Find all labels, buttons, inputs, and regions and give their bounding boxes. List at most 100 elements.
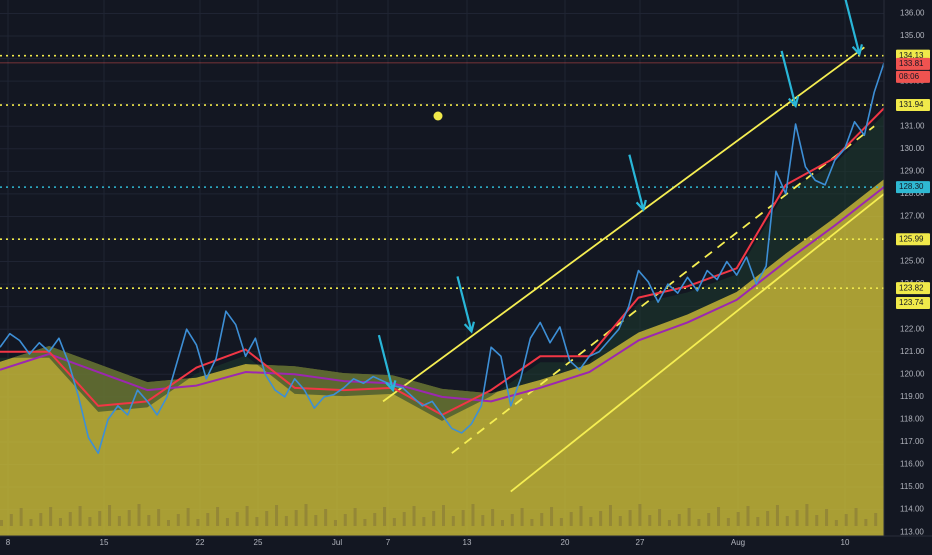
volume-bar [147, 515, 151, 526]
volume-bar [667, 520, 671, 526]
ema-slow-line [0, 186, 885, 403]
volume-bar [442, 505, 445, 526]
x-tick-label: Aug [731, 538, 745, 547]
volume-bar [471, 504, 475, 526]
volume-bar [756, 517, 760, 526]
volume-bar [383, 507, 387, 526]
volume-bar [245, 506, 249, 526]
y-tick-label: 121.00 [900, 347, 925, 356]
annotation-arrow-head [635, 199, 647, 212]
volume-bar [815, 515, 819, 526]
level-tag: 125.99 [899, 234, 924, 243]
volume-bar [775, 505, 779, 526]
cyan-level-tag: 128.30 [899, 182, 924, 191]
x-tick-label: Jul [332, 538, 342, 547]
volume-bar [451, 516, 455, 526]
annotation-arrow[interactable] [844, 0, 861, 55]
volume-bar [68, 512, 72, 526]
level-tag-box [896, 282, 930, 295]
volume-bar [520, 508, 524, 526]
volume-bar [658, 509, 662, 526]
extra-level-tag-box [896, 296, 930, 309]
volume-bar [510, 514, 514, 526]
volume-bar [137, 504, 141, 526]
cyan-level-tag-box [896, 181, 930, 194]
x-tick-label: 15 [100, 538, 109, 547]
y-tick-label: 129.00 [900, 166, 925, 175]
annotation-arrow[interactable] [377, 334, 394, 391]
price-axis-panel [884, 0, 932, 550]
volume-bar [766, 511, 770, 526]
volume-bar [157, 509, 161, 526]
volume-bar [294, 510, 298, 526]
volume-bar [530, 519, 534, 526]
volume-bar [717, 507, 721, 526]
volume-bar [29, 519, 33, 526]
volume-bar [579, 506, 583, 526]
trendline[interactable] [382, 46, 865, 403]
volume-bar [284, 516, 288, 526]
y-tick-label: 119.00 [900, 392, 924, 401]
volume-bar [638, 504, 642, 526]
volume-bar [225, 518, 229, 526]
y-tick-label: 125.00 [900, 257, 925, 266]
volume-bar [844, 514, 848, 526]
volume-bar [825, 509, 829, 526]
level-tag: 131.94 [899, 100, 924, 109]
current-price-tag: 133.81 [899, 59, 924, 68]
volume-bar [333, 520, 337, 526]
level-tag: 134.13 [899, 51, 924, 60]
alarm-clock-icon[interactable] [433, 111, 443, 121]
volume-bar [392, 518, 396, 526]
volume-bar [746, 506, 750, 526]
y-tick-label: 114.00 [900, 505, 924, 514]
y-tick-label: 136.00 [900, 9, 925, 18]
volume-bar [176, 514, 180, 526]
annotation-arrow[interactable] [628, 154, 645, 210]
x-tick-label: 7 [386, 538, 391, 547]
volume-bar [461, 510, 465, 526]
countdown-tag-box [896, 70, 930, 83]
y-tick-label: 135.00 [900, 31, 925, 40]
volume-bar [559, 518, 563, 526]
volume-bar [127, 510, 131, 526]
volume-bar [874, 513, 878, 526]
level-tag-box [896, 99, 930, 112]
volume-bar [304, 504, 308, 526]
volume-bar [196, 519, 200, 526]
countdown-tag: 08:06 [899, 72, 920, 81]
x-tick-label: 8 [6, 538, 11, 547]
volume-bar [854, 508, 858, 526]
volume-bar [500, 520, 504, 526]
volume-bar [618, 516, 622, 526]
volume-bar [697, 519, 701, 526]
annotation-arrow-head [787, 95, 800, 109]
volume-bar [589, 517, 593, 526]
volume-bar [726, 518, 730, 526]
y-tick-label: 130.00 [900, 144, 925, 153]
y-tick-label: 120.00 [900, 369, 925, 378]
trendline[interactable] [510, 193, 885, 493]
annotation-arrow[interactable] [456, 276, 473, 332]
annotation-arrow[interactable] [780, 50, 797, 107]
volume-bar [628, 510, 632, 526]
y-tick-label: 116.00 [900, 460, 924, 469]
x-tick-label: 22 [196, 538, 205, 547]
level-tag-box [896, 233, 930, 246]
volume-bar [834, 520, 838, 526]
x-tick-label: 10 [841, 538, 850, 547]
current-price-tag-box [896, 57, 930, 70]
volume-bar [206, 513, 210, 526]
volume-bar [569, 512, 573, 526]
x-tick-label: 20 [561, 538, 570, 547]
volume-bar [235, 512, 239, 526]
y-tick-label: 127.00 [900, 212, 925, 221]
volume-bar [805, 504, 809, 526]
volume-bar [599, 511, 603, 526]
annotation-arrow-head [463, 321, 476, 334]
volume-bar [432, 511, 436, 526]
y-tick-label: 122.00 [900, 324, 925, 333]
volume-bar [275, 505, 279, 526]
